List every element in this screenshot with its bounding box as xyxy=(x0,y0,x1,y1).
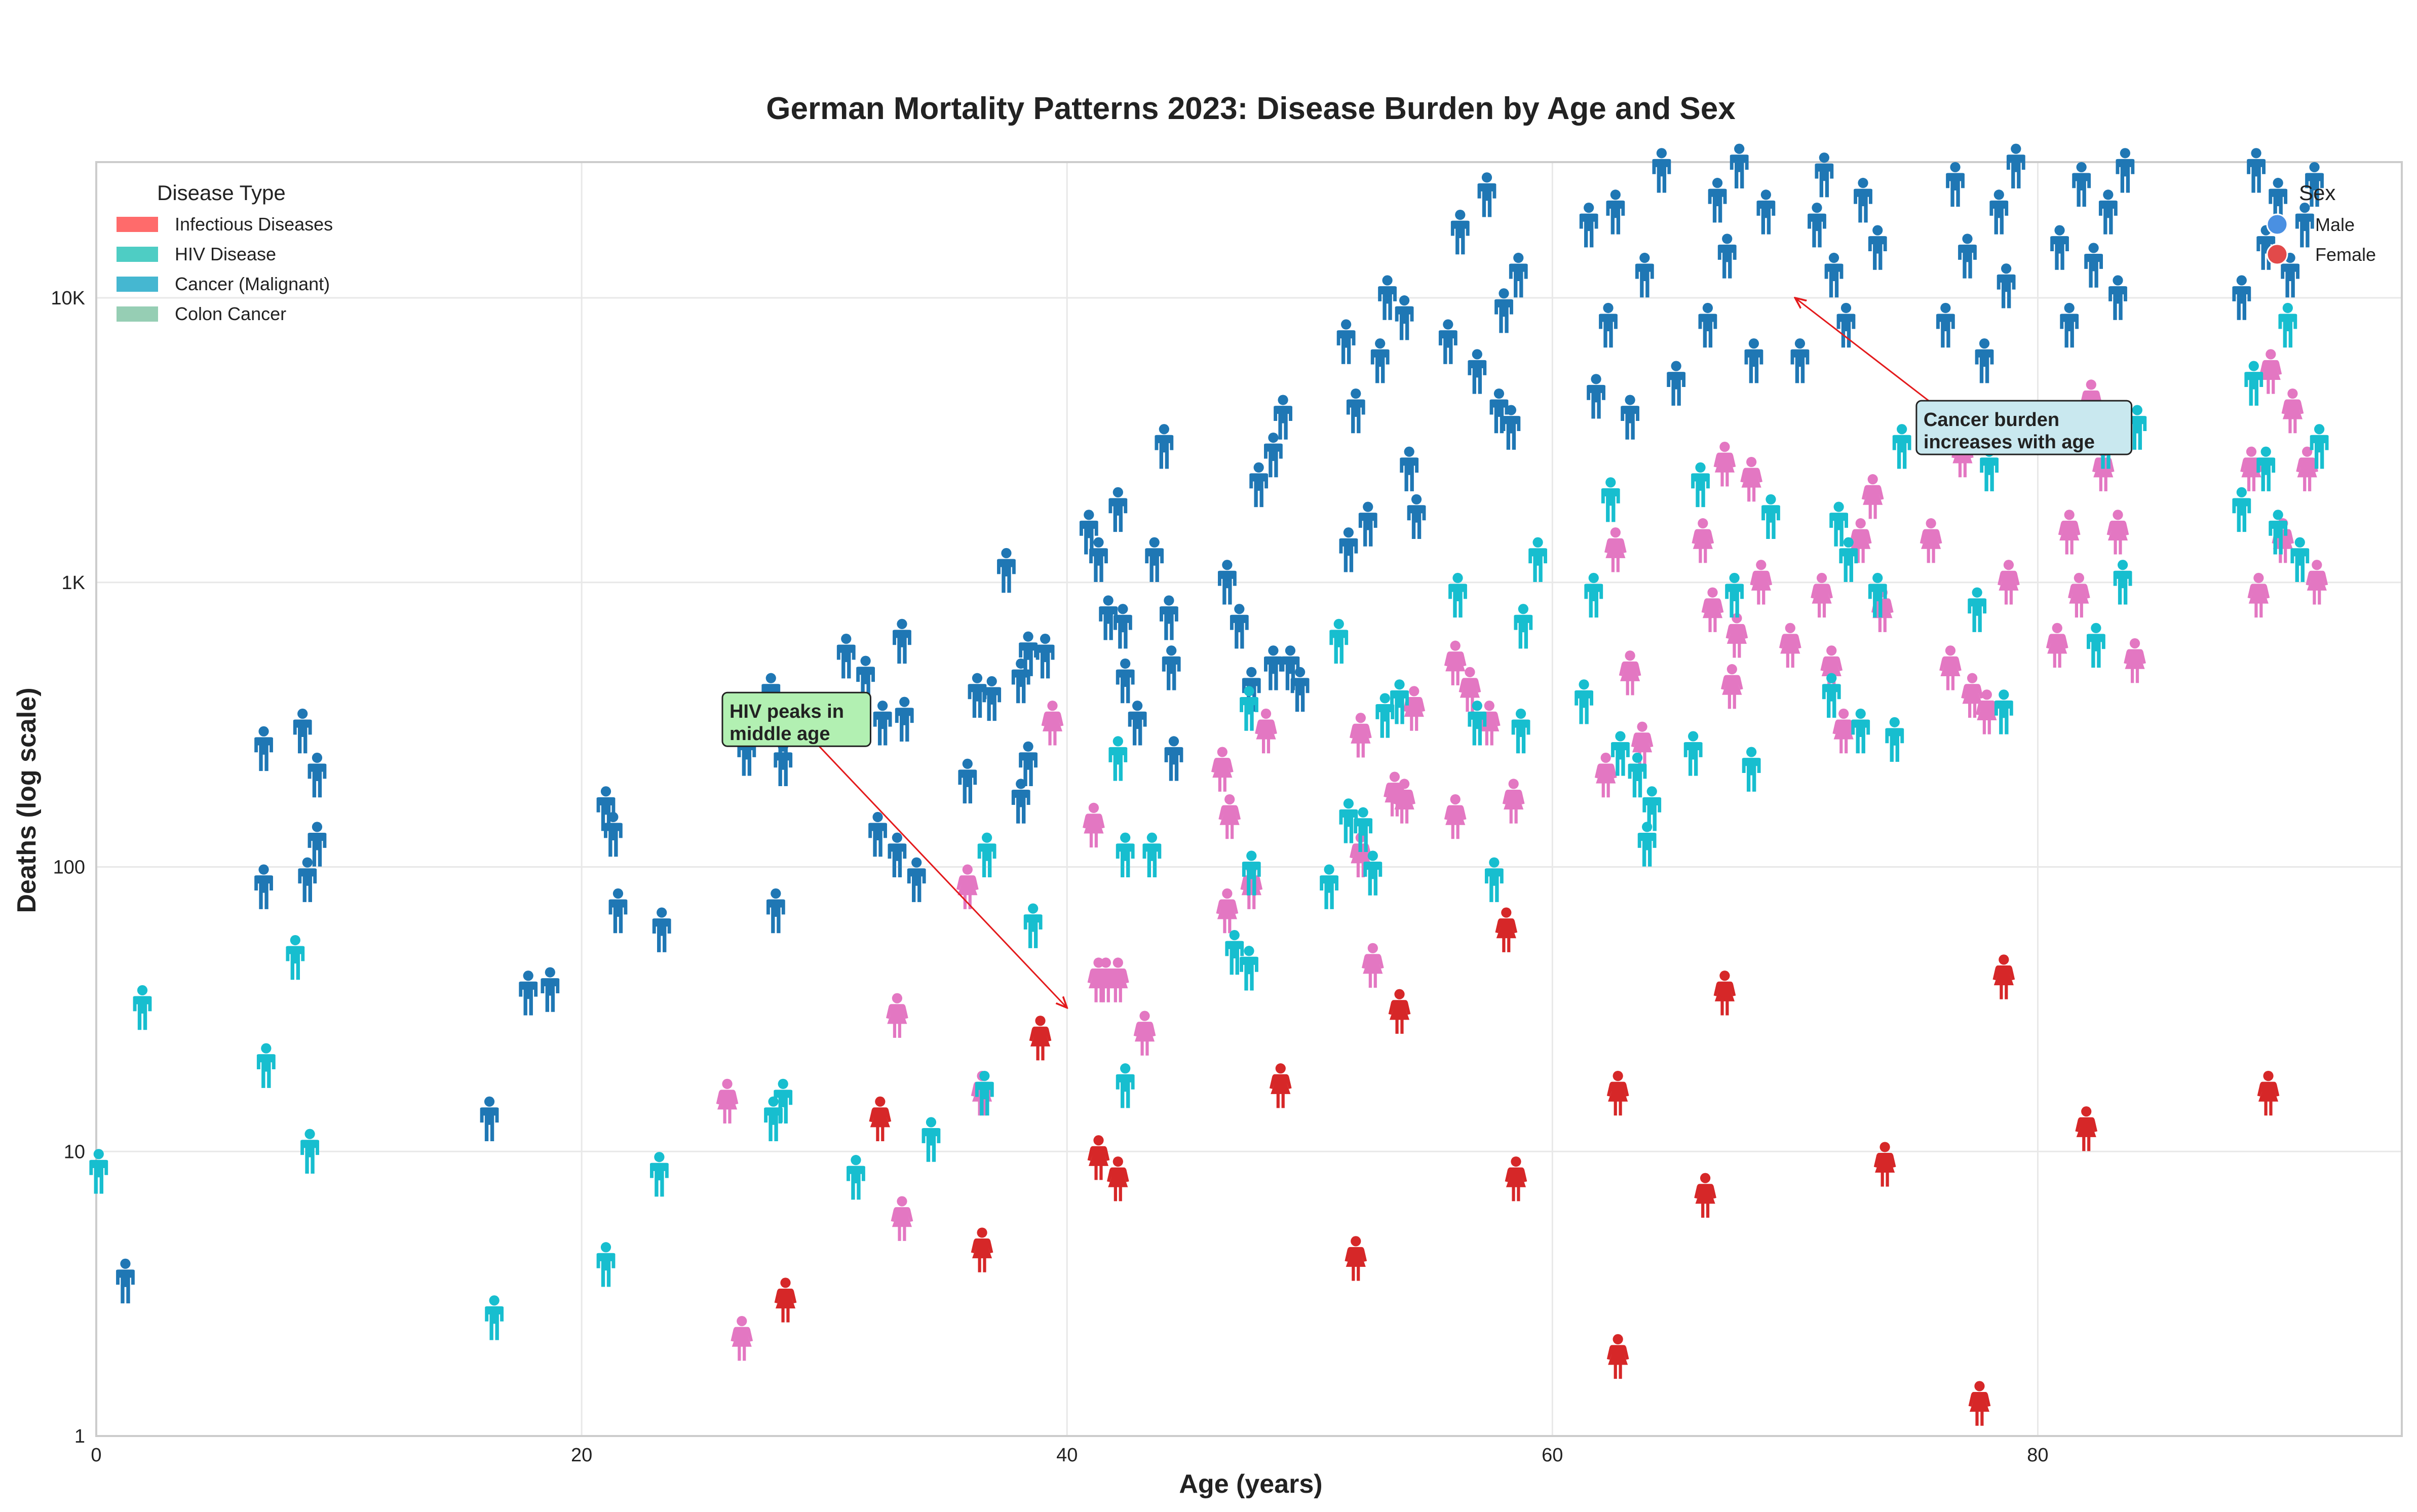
y-tick-label: 1 xyxy=(74,1426,85,1447)
legend-swatch-hiv xyxy=(117,247,158,262)
legend-swatch-cancer xyxy=(117,277,158,292)
sex-legend-title: Sex xyxy=(2299,181,2335,205)
legend-label-infectious: Infectious Diseases xyxy=(175,214,333,235)
disease-legend-title: Disease Type xyxy=(157,181,286,205)
disease-legend-item: Cancer (Malignant) xyxy=(117,274,330,294)
y-tick-label: 10 xyxy=(64,1141,85,1162)
annotation-text: increases with age xyxy=(1924,432,2095,453)
legend-label-colon: Colon Cancer xyxy=(175,303,286,324)
annotation-text: HIV peaks in xyxy=(730,701,844,722)
legend-label-hiv: HIV Disease xyxy=(175,244,276,264)
legend-marker-female xyxy=(2266,243,2288,265)
legend-label-female: Female xyxy=(2315,244,2376,265)
disease-legend-item: HIV Disease xyxy=(117,244,276,264)
chart-title: German Mortality Patterns 2023: Disease … xyxy=(766,91,1736,126)
x-tick-label: 0 xyxy=(91,1445,101,1466)
y-axis-label: Deaths (log scale) xyxy=(12,687,42,913)
annotation-box xyxy=(721,691,871,747)
annotation-arrow xyxy=(803,729,1067,1007)
disease-legend: Disease Type Infectious Diseases HIV Dis… xyxy=(117,181,333,324)
legend-swatch-infectious xyxy=(117,217,158,232)
x-axis-label: Age (years) xyxy=(1179,1469,1322,1499)
annotation-box xyxy=(1915,400,2133,455)
x-tick-label: 40 xyxy=(1056,1445,1078,1466)
x-tick-label: 20 xyxy=(571,1445,592,1466)
annotation-text: middle age xyxy=(730,723,830,745)
y-axis-ticks: 1 10 100 1K 10K xyxy=(51,288,85,1447)
y-tick-label: 100 xyxy=(53,857,85,878)
sex-legend: Sex Male Female xyxy=(2266,181,2376,265)
x-tick-label: 60 xyxy=(1542,1445,1563,1466)
legend-label-cancer: Cancer (Malignant) xyxy=(175,274,330,294)
x-axis-ticks: 0 20 40 60 80 xyxy=(91,1445,2048,1466)
y-tick-label: 10K xyxy=(51,288,85,309)
legend-label-male: Male xyxy=(2315,214,2355,235)
plot-area-frame xyxy=(95,161,2403,1437)
disease-legend-item: Infectious Diseases xyxy=(117,214,333,235)
disease-legend-item: Colon Cancer xyxy=(117,303,286,324)
legend-marker-male xyxy=(2266,213,2288,236)
x-tick-label: 80 xyxy=(2027,1445,2048,1466)
legend-swatch-colon xyxy=(117,306,158,322)
annotation-text: Cancer burden xyxy=(1924,409,2059,431)
y-tick-label: 1K xyxy=(62,572,85,594)
